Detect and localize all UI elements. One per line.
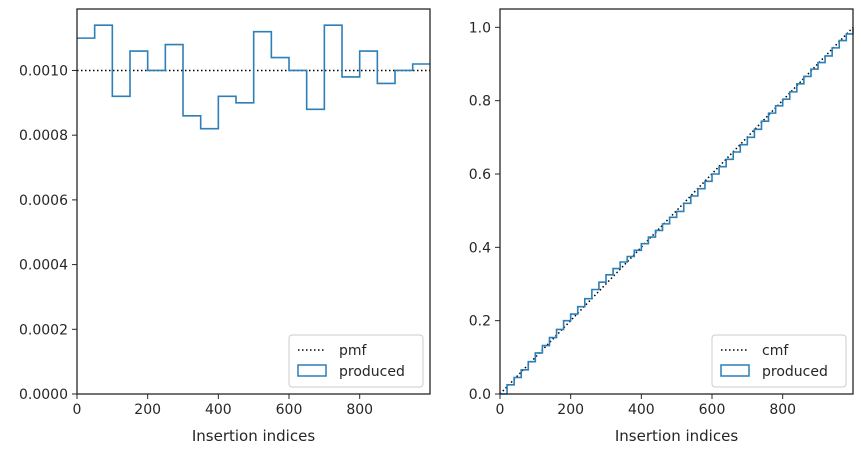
legend-label-cmf: cmf <box>762 343 789 359</box>
x-tick-label: 200 <box>134 402 161 418</box>
y-tick-label: 0.8 <box>469 94 491 110</box>
y-tick-label: 0.0004 <box>19 258 68 274</box>
y-tick-label: 0.2 <box>469 314 491 330</box>
x-tick-label: 0 <box>496 402 505 418</box>
x-tick-label: 600 <box>699 402 726 418</box>
axes-frame <box>76 8 431 395</box>
y-tick-label: 0.0008 <box>19 128 68 144</box>
y-tick-label: 0.4 <box>469 240 491 256</box>
legend-box <box>288 334 424 388</box>
x-axis-label: Insertion indices <box>615 427 738 445</box>
legend-swatch-produced <box>297 364 327 377</box>
axes-frame <box>499 8 854 395</box>
reference-line-cmf <box>499 26 854 395</box>
legend-swatch-produced <box>720 364 750 377</box>
series-produced <box>77 24 430 130</box>
pmf-panel: 0 200 400 600 800 0.0000 0.0002 0.0004 0.0006 0.0… <box>19 8 431 445</box>
y-tick-label: 0.0002 <box>19 322 68 338</box>
x-axis-label: Insertion indices <box>192 427 315 445</box>
legend-label-produced: produced <box>762 364 828 380</box>
x-tick-label: 200 <box>557 402 584 418</box>
legend: pmf produced <box>288 334 424 388</box>
series-produced <box>500 27 854 395</box>
cmf-panel: 0 200 400 600 800 0.0 0.2 0.4 0.6 0.8 1.0 Insertion… <box>469 8 854 445</box>
y-tick-label: 0.0 <box>469 387 491 403</box>
x-tick-label: 400 <box>205 402 232 418</box>
legend: cmf produced <box>711 334 847 388</box>
y-tick-label: 0.0006 <box>19 193 68 209</box>
x-tick-label: 600 <box>276 402 303 418</box>
legend-label-pmf: pmf <box>339 343 368 359</box>
x-tick-label: 800 <box>346 402 373 418</box>
x-tick-label: 400 <box>628 402 655 418</box>
y-tick-label: 0.6 <box>469 167 491 183</box>
y-tick-label: 0.0010 <box>19 63 68 79</box>
x-tick-label: 0 <box>73 402 82 418</box>
x-tick-label: 800 <box>769 402 796 418</box>
legend-box <box>711 334 847 388</box>
legend-label-produced: produced <box>339 364 405 380</box>
y-tick-label: 0.0000 <box>19 387 68 403</box>
y-tick-label: 1.0 <box>469 20 491 36</box>
